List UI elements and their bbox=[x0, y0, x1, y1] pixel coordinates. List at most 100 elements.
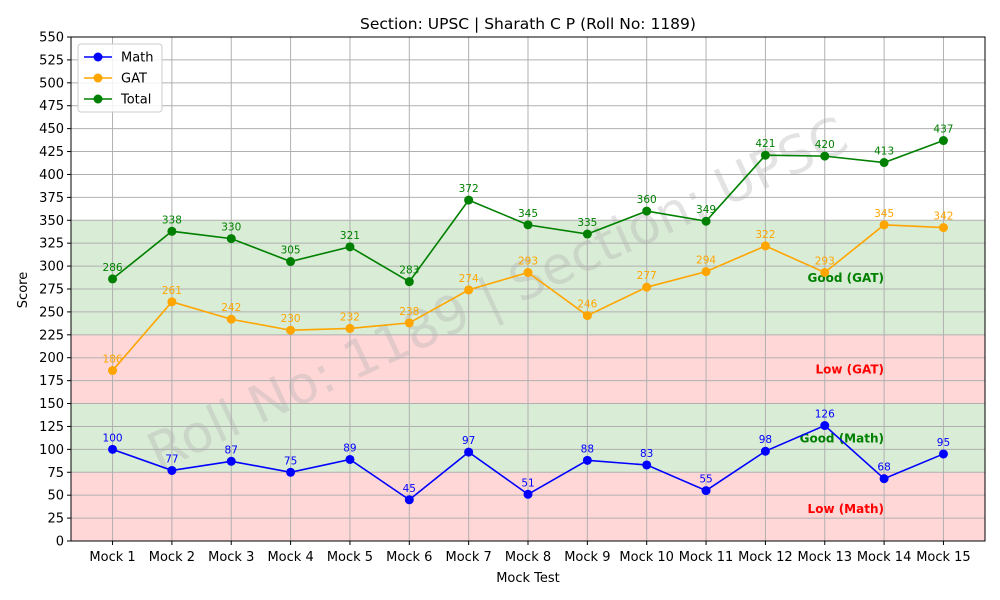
y-tick-label: 475 bbox=[39, 99, 64, 114]
x-tick-label: Mock 15 bbox=[916, 550, 971, 565]
x-tick-label: Mock 7 bbox=[446, 550, 492, 565]
math-data-label: 97 bbox=[462, 435, 475, 447]
math-data-label: 45 bbox=[403, 483, 416, 495]
gat-data-label: 232 bbox=[340, 311, 360, 323]
y-tick-label: 425 bbox=[39, 145, 64, 160]
total-data-label: 372 bbox=[459, 183, 479, 195]
math-point bbox=[938, 449, 948, 459]
gat-point bbox=[345, 323, 355, 333]
series-total: 286 338 330 305 321 283 372 345 335 360 349 421 420 4… bbox=[103, 124, 953, 287]
y-tick-label: 0 bbox=[56, 535, 64, 550]
y-tick-label: 250 bbox=[39, 305, 64, 320]
series-layer: 100 77 87 75 89 45 97 51 88 83 55 98 126 68 95 186 261 24… bbox=[103, 124, 953, 505]
x-axis-label: Mock Test bbox=[496, 571, 560, 586]
total-data-label: 421 bbox=[755, 138, 775, 150]
y-ticks: 0 25 50 75 100 125 150 175 200 225 250 275 300 325 350… bbox=[39, 31, 71, 550]
y-tick-label: 50 bbox=[47, 489, 64, 504]
math-point bbox=[167, 465, 177, 475]
legend-math-label: Math bbox=[121, 51, 154, 66]
gat-point bbox=[820, 268, 830, 278]
math-point bbox=[523, 489, 533, 499]
math-data-label: 89 bbox=[343, 442, 356, 454]
legend-total-marker bbox=[93, 94, 103, 104]
gat-data-label: 322 bbox=[755, 229, 775, 241]
total-data-label: 420 bbox=[815, 139, 835, 151]
gat-data-label: 246 bbox=[577, 299, 597, 311]
math-data-label: 55 bbox=[699, 474, 712, 486]
math-point bbox=[642, 460, 652, 470]
gat-point bbox=[226, 314, 236, 324]
gat-point bbox=[582, 311, 592, 321]
y-tick-label: 450 bbox=[39, 122, 64, 137]
y-tick-label: 25 bbox=[47, 512, 64, 527]
y-tick-label: 500 bbox=[39, 76, 64, 91]
gat-data-label: 261 bbox=[162, 285, 182, 297]
total-point bbox=[286, 257, 296, 267]
total-point bbox=[938, 136, 948, 146]
band-label-1: Good (Math) bbox=[800, 431, 884, 445]
math-data-label: 88 bbox=[581, 443, 594, 455]
math-data-label: 51 bbox=[521, 477, 534, 489]
total-data-label: 437 bbox=[933, 124, 953, 136]
band-label-2: Low (GAT) bbox=[815, 363, 884, 377]
y-tick-label: 525 bbox=[39, 53, 64, 68]
x-tick-label: Mock 12 bbox=[738, 550, 793, 565]
legend: Math GAT Total bbox=[77, 43, 163, 113]
total-data-label: 360 bbox=[637, 194, 657, 206]
series-math: 100 77 87 75 89 45 97 51 88 83 55 98 126 68 95 bbox=[103, 409, 950, 505]
gat-point bbox=[404, 318, 414, 328]
gat-data-label: 186 bbox=[103, 354, 123, 366]
series-gat: 186 261 242 230 232 238 274 293 246 277 294 322 293 3… bbox=[103, 208, 953, 376]
gat-data-label: 342 bbox=[933, 211, 953, 223]
chart-title: Section: UPSC | Sharath C P (Roll No: 11… bbox=[360, 15, 696, 33]
total-point bbox=[404, 277, 414, 287]
math-point bbox=[286, 467, 296, 477]
math-point bbox=[820, 421, 830, 431]
y-tick-label: 200 bbox=[39, 351, 64, 366]
gat-data-label: 345 bbox=[874, 208, 894, 220]
math-data-label: 75 bbox=[284, 455, 297, 467]
gat-point bbox=[464, 285, 474, 295]
total-data-label: 345 bbox=[518, 208, 538, 220]
x-tick-label: Mock 4 bbox=[267, 550, 313, 565]
math-point bbox=[345, 454, 355, 464]
math-data-label: 95 bbox=[937, 437, 950, 449]
gat-point bbox=[879, 220, 889, 230]
total-point bbox=[820, 151, 830, 161]
y-tick-label: 125 bbox=[39, 420, 64, 435]
math-data-label: 77 bbox=[165, 453, 178, 465]
math-point bbox=[404, 495, 414, 505]
math-data-label: 98 bbox=[759, 434, 772, 446]
legend-math-marker bbox=[93, 52, 103, 62]
legend-gat-label: GAT bbox=[121, 72, 147, 87]
y-axis-label: Score bbox=[16, 272, 31, 308]
y-tick-label: 75 bbox=[47, 466, 64, 481]
gat-data-label: 277 bbox=[637, 270, 657, 282]
total-point bbox=[642, 206, 652, 216]
total-point bbox=[879, 158, 889, 168]
y-tick-label: 400 bbox=[39, 168, 64, 183]
gat-data-label: 230 bbox=[281, 313, 301, 325]
total-point bbox=[108, 274, 118, 284]
total-point bbox=[701, 216, 711, 226]
y-tick-label: 325 bbox=[39, 237, 64, 252]
total-data-label: 305 bbox=[281, 245, 301, 257]
total-point bbox=[226, 234, 236, 244]
total-data-label: 413 bbox=[874, 146, 894, 158]
gat-point bbox=[523, 268, 533, 278]
band-label-0: Low (Math) bbox=[808, 502, 884, 516]
total-point bbox=[760, 150, 770, 160]
y-tick-label: 175 bbox=[39, 374, 64, 389]
math-data-label: 68 bbox=[877, 462, 890, 474]
legend-gat-marker bbox=[93, 73, 103, 83]
x-tick-label: Mock 6 bbox=[386, 550, 432, 565]
math-data-label: 100 bbox=[103, 432, 123, 444]
total-data-label: 330 bbox=[221, 222, 241, 234]
y-tick-label: 275 bbox=[39, 283, 64, 298]
math-data-label: 83 bbox=[640, 448, 653, 460]
y-tick-label: 150 bbox=[39, 397, 64, 412]
math-point bbox=[226, 456, 236, 466]
total-data-label: 338 bbox=[162, 214, 182, 226]
gat-point bbox=[642, 282, 652, 292]
